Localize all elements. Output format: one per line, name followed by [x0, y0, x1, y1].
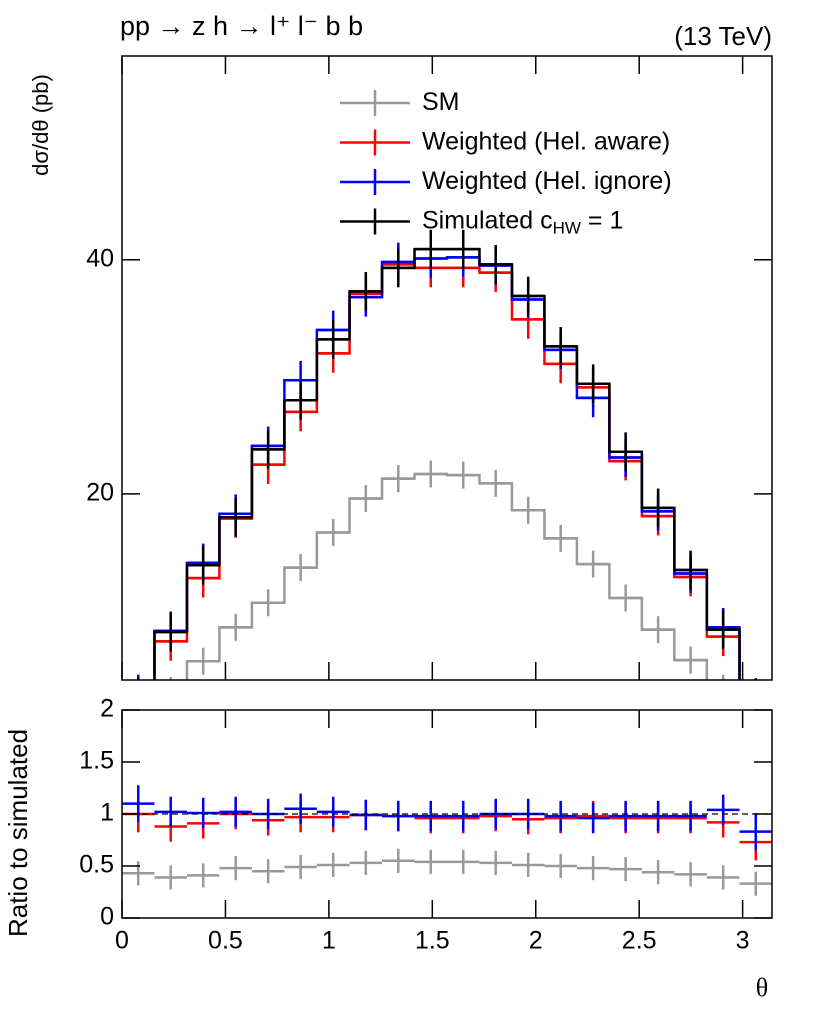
frame — [121, 709, 773, 919]
legend-name: Simulated c — [422, 206, 553, 234]
legend-label: Weighted (Hel. ignore) — [422, 167, 672, 195]
y-tick-label: 0 — [100, 903, 114, 931]
legend-label: Weighted (Hel. aware) — [422, 127, 670, 155]
legend-tail: = 1 — [581, 206, 623, 234]
y-axis-label: dσ/dθ (pb) — [28, 74, 53, 176]
x-tick-label: 3 — [736, 927, 750, 955]
legend-label: Simulated cHW = 1 — [422, 206, 623, 238]
y-tick-label: 1.5 — [79, 747, 114, 775]
frame — [121, 55, 773, 681]
ratio-axis-label: Ratio to simulated — [3, 729, 33, 937]
legend-name: Weighted (Hel. ignore) — [422, 167, 672, 195]
y-tick-label: 40 — [86, 244, 114, 272]
legend-name: SM — [422, 88, 460, 116]
y-tick-label: 1 — [100, 799, 114, 827]
plot-area — [122, 785, 772, 896]
energy-label: (13 TeV) — [674, 21, 772, 51]
x-tick-label: 1.5 — [415, 927, 450, 955]
legend-subscript: HW — [553, 219, 581, 238]
x-tick-label: 0 — [115, 927, 129, 955]
y-tick-label: 20 — [86, 478, 114, 506]
x-axis-label: θ — [756, 973, 768, 1002]
x-tick-label: 0.5 — [208, 927, 243, 955]
y-tick-label: 0.5 — [79, 851, 114, 879]
legend-name: Weighted (Hel. aware) — [422, 127, 670, 155]
chart-title: pp → z h → l⁺ l⁻ b b — [120, 11, 363, 41]
x-tick-label: 2 — [529, 927, 543, 955]
x-tick-label: 2.5 — [622, 927, 657, 955]
plot-area — [136, 229, 758, 680]
x-tick-label: 1 — [322, 927, 336, 955]
y-tick-label: 2 — [100, 695, 114, 723]
legend-label: SM — [422, 88, 460, 116]
